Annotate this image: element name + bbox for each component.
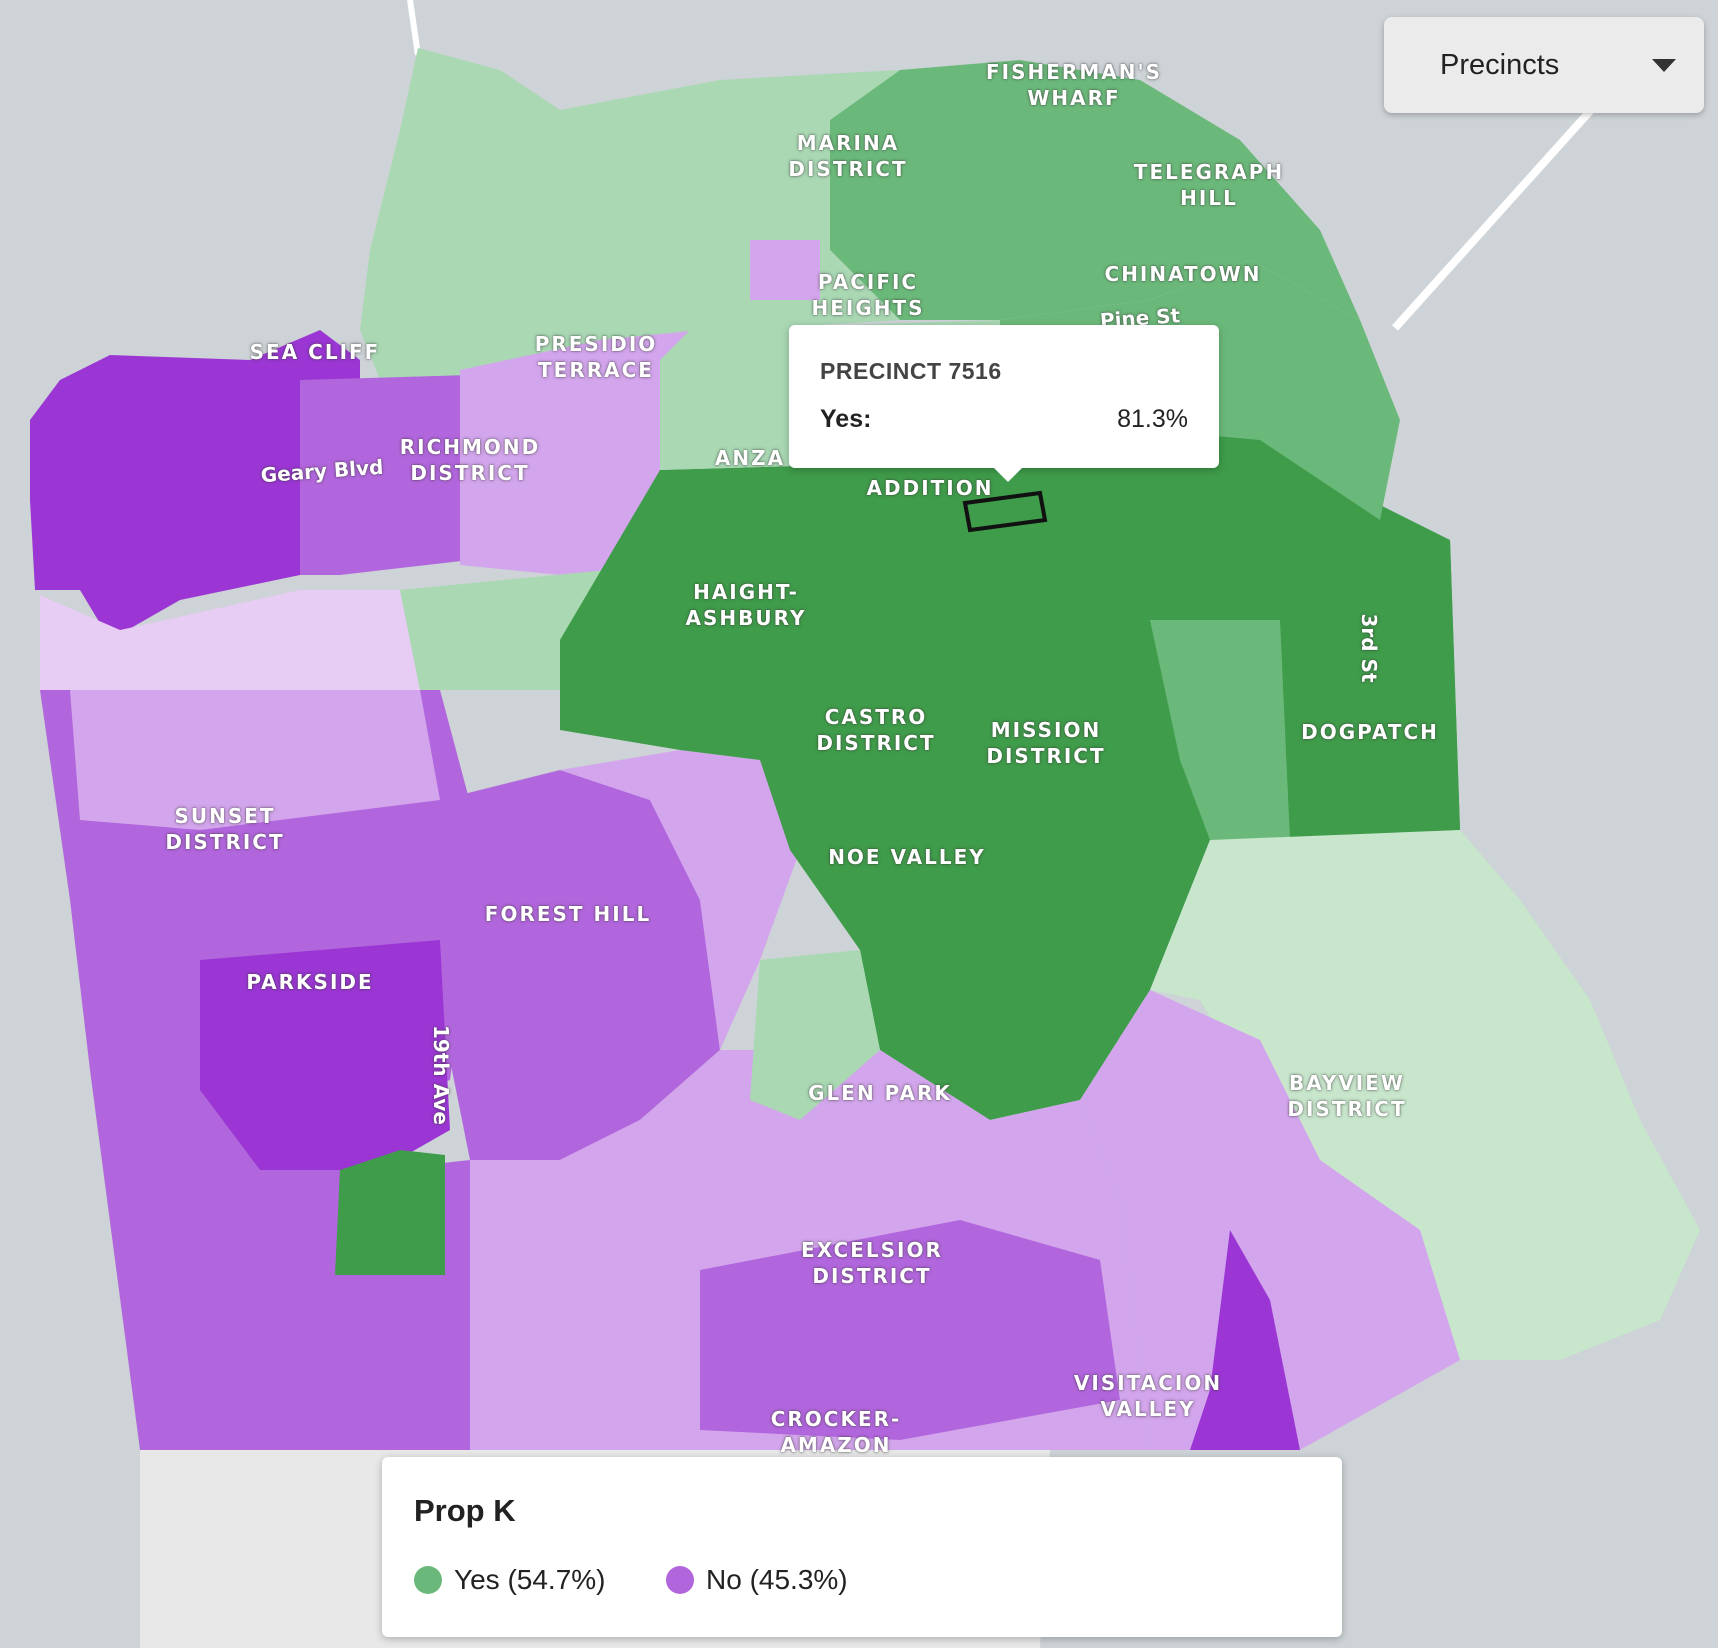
- legend-panel: Prop K Yes (54.7%) No (45.3%): [382, 1457, 1342, 1637]
- caret-down-icon: [1652, 59, 1676, 72]
- region-north-beach[interactable]: [830, 60, 1360, 320]
- region-dogpatch[interactable]: [1270, 540, 1460, 840]
- region-forest-hill[interactable]: [440, 770, 720, 1160]
- bay-bridge-line: [1392, 97, 1603, 331]
- legend-item-yes: Yes (54.7%): [414, 1563, 606, 1597]
- region-lake-merced[interactable]: [90, 1070, 470, 1450]
- region-sea-cliff[interactable]: [30, 330, 360, 640]
- region-bayview[interactable]: [1150, 830, 1700, 1360]
- region-presidio[interactable]: [360, 48, 740, 390]
- tooltip-value: 81.3%: [1117, 405, 1188, 433]
- region-golden-gate-park[interactable]: [40, 590, 420, 690]
- region-potrero-light[interactable]: [1150, 620, 1290, 840]
- legend-label-no: No (45.3%): [706, 1564, 848, 1595]
- layer-select-dropdown[interactable]: Precincts: [1384, 17, 1704, 113]
- region-richmond[interactable]: [300, 375, 470, 575]
- region-excelsior-mid[interactable]: [700, 1220, 1120, 1440]
- tooltip-title: PRECINCT 7516: [820, 358, 1002, 384]
- region-glen-park-green[interactable]: [750, 950, 880, 1120]
- legend-title: Prop K: [414, 1493, 516, 1528]
- tooltip-pointer: [994, 468, 1022, 482]
- region-bayview-purple[interactable]: [1080, 990, 1460, 1450]
- precinct-tooltip: PRECINCT 7516 Yes: 81.3%: [789, 325, 1219, 482]
- region-pacific-heights-purple[interactable]: [750, 240, 820, 300]
- legend-label-yes: Yes (54.7%): [454, 1564, 606, 1595]
- layer-select-value: Precincts: [1440, 49, 1560, 81]
- region-twin-peaks[interactable]: [560, 750, 800, 1050]
- region-visitacion-strong[interactable]: [1190, 1230, 1300, 1450]
- selected-precinct-outline[interactable]: [962, 490, 1048, 533]
- legend-swatch-no: [666, 1566, 694, 1594]
- legend-swatch-yes: [414, 1566, 442, 1594]
- tooltip-label: Yes:: [820, 405, 872, 433]
- region-parkside[interactable]: [200, 940, 450, 1170]
- region-sunset-light[interactable]: [70, 690, 440, 830]
- region-stern-grove-green[interactable]: [335, 1150, 445, 1275]
- highway-line: [407, 0, 421, 56]
- region-mission-core[interactable]: [560, 420, 1460, 1120]
- legend-item-no: No (45.3%): [666, 1563, 848, 1597]
